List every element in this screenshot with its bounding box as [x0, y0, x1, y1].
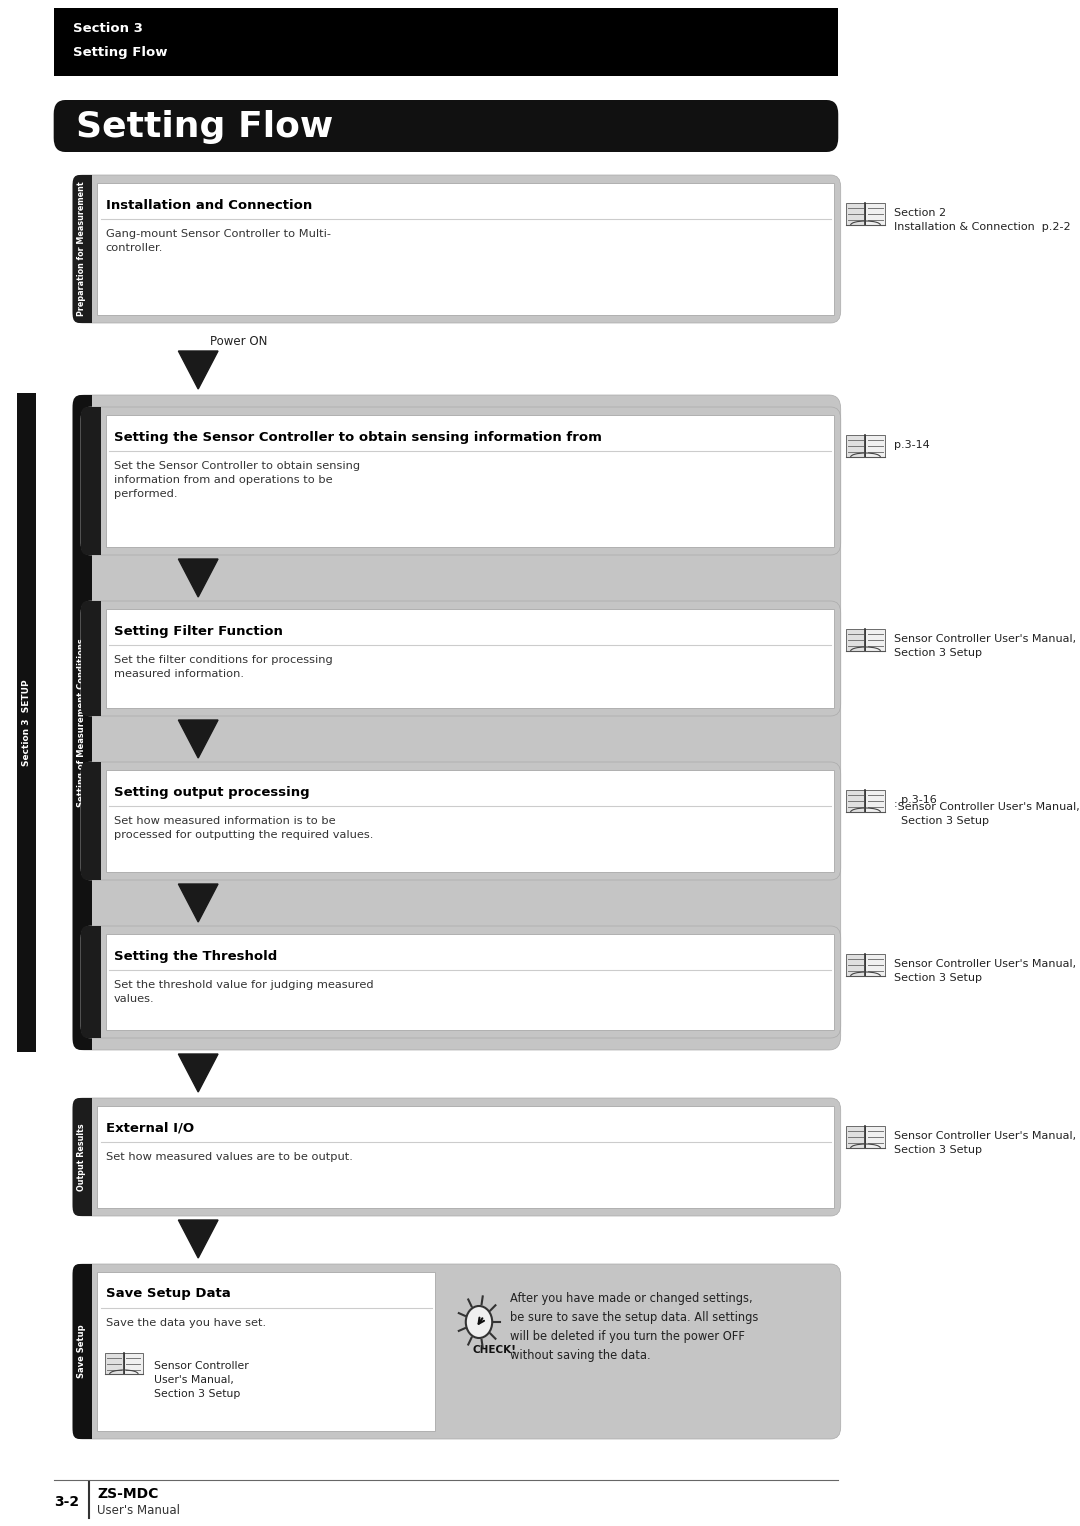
Bar [846, 435, 865, 456]
FancyBboxPatch shape [81, 761, 840, 881]
Text: Section 3: Section 3 [72, 21, 143, 35]
Text: Section 3 Setup: Section 3 Setup [894, 974, 983, 983]
Text: After you have made or changed settings,
be sure to save the setup data. All set: After you have made or changed settings,… [511, 1293, 759, 1363]
Bar [97, 183, 834, 314]
FancyBboxPatch shape [81, 407, 99, 555]
Text: Section 3  SETUP: Section 3 SETUP [22, 679, 31, 766]
Text: Setting of Measurement Conditions: Setting of Measurement Conditions [78, 638, 86, 807]
Bar [90, 601, 100, 716]
FancyBboxPatch shape [72, 1264, 91, 1439]
Text: 3-2: 3-2 [54, 1495, 79, 1509]
Bar [106, 934, 834, 1030]
Text: User's Manual: User's Manual [97, 1503, 180, 1517]
Bar [82, 175, 93, 324]
Bar [90, 926, 100, 1038]
Bar [82, 1099, 93, 1216]
Bar [865, 790, 886, 812]
FancyBboxPatch shape [81, 601, 840, 716]
Bar [106, 415, 834, 546]
Bar [865, 435, 886, 456]
Text: Sensor Controller User's Manual,: Sensor Controller User's Manual, [894, 633, 1077, 644]
Bar [865, 203, 886, 224]
Text: Section 3 Setup: Section 3 Setup [894, 649, 983, 658]
Text: Setting the Threshold: Setting the Threshold [114, 949, 278, 963]
Text: External I/O: External I/O [106, 1122, 193, 1134]
Text: Set the threshold value for judging measured
values.: Set the threshold value for judging meas… [114, 980, 374, 1004]
Bar [106, 771, 834, 871]
Bar [97, 1106, 834, 1209]
Bar [54, 8, 838, 76]
Bar [846, 790, 865, 812]
FancyBboxPatch shape [72, 395, 91, 1050]
Text: p.3-14: p.3-14 [894, 439, 930, 450]
FancyBboxPatch shape [72, 1264, 840, 1439]
FancyBboxPatch shape [81, 926, 99, 1038]
Text: CHECK!: CHECK! [472, 1344, 516, 1355]
Text: Section 2: Section 2 [894, 208, 946, 218]
FancyBboxPatch shape [81, 926, 840, 1038]
FancyBboxPatch shape [81, 407, 840, 555]
Polygon shape [178, 884, 218, 922]
Text: Section 3 Setup: Section 3 Setup [894, 1144, 983, 1155]
Bar [865, 629, 886, 652]
Text: Power ON: Power ON [210, 334, 267, 348]
Bar [846, 1126, 865, 1148]
Text: Gang-mount Sensor Controller to Multi-
controller.: Gang-mount Sensor Controller to Multi- c… [106, 229, 330, 253]
Text: Sensor Controller
User's Manual,
Section 3 Setup: Sensor Controller User's Manual, Section… [153, 1361, 248, 1399]
Text: Save the data you have set.: Save the data you have set. [106, 1318, 266, 1328]
FancyBboxPatch shape [54, 101, 838, 153]
FancyBboxPatch shape [81, 761, 99, 881]
Text: Installation & Connection  p.2-2: Installation & Connection p.2-2 [894, 221, 1071, 232]
Text: Set the filter conditions for processing
measured information.: Set the filter conditions for processing… [114, 655, 333, 679]
Text: Save Setup: Save Setup [78, 1325, 86, 1378]
Bar [16, 394, 37, 1051]
Bar [865, 1126, 886, 1148]
FancyBboxPatch shape [72, 395, 840, 1050]
Text: Sensor Controller User's Manual,: Sensor Controller User's Manual, [894, 1131, 1077, 1141]
Text: Setting Filter Function: Setting Filter Function [114, 624, 283, 638]
Text: Sensor Controller User's Manual,: Sensor Controller User's Manual, [894, 958, 1077, 969]
Circle shape [465, 1306, 492, 1338]
Text: Setting Flow: Setting Flow [72, 46, 167, 58]
Polygon shape [178, 351, 218, 389]
FancyBboxPatch shape [81, 601, 99, 716]
Text: Setting the Sensor Controller to obtain sensing information from: Setting the Sensor Controller to obtain … [114, 430, 602, 444]
Polygon shape [178, 559, 218, 597]
Text: Set how measured values are to be output.: Set how measured values are to be output… [106, 1152, 352, 1161]
Bar [865, 954, 886, 977]
Text: Save Setup Data: Save Setup Data [106, 1288, 230, 1300]
FancyBboxPatch shape [72, 175, 91, 324]
Text: Output Results: Output Results [78, 1123, 86, 1190]
Polygon shape [178, 1219, 218, 1257]
Text: Installation and Connection: Installation and Connection [106, 198, 312, 212]
Text: Preparation for Measurement: Preparation for Measurement [78, 182, 86, 316]
Bar [846, 203, 865, 224]
Text: ZS-MDC: ZS-MDC [97, 1486, 159, 1502]
Bar [106, 609, 834, 708]
Text: Setting output processing: Setting output processing [114, 786, 310, 798]
FancyBboxPatch shape [72, 175, 840, 324]
Bar [846, 954, 865, 977]
Text: ·Sensor Controller User's Manual,
  Section 3 Setup: ·Sensor Controller User's Manual, Sectio… [894, 803, 1080, 826]
Bar [846, 629, 865, 652]
Text: . p.3-16: . p.3-16 [894, 795, 937, 806]
Text: Setting Flow: Setting Flow [76, 110, 334, 143]
FancyBboxPatch shape [72, 1099, 91, 1216]
Polygon shape [178, 1054, 218, 1093]
Bar [82, 395, 93, 1050]
Bar [97, 1273, 435, 1431]
Bar [82, 1264, 93, 1439]
Text: Set how measured information is to be
processed for outputting the required valu: Set how measured information is to be pr… [114, 816, 374, 839]
Bar [90, 761, 100, 881]
Bar [124, 1354, 143, 1373]
FancyBboxPatch shape [72, 1099, 840, 1216]
Polygon shape [178, 720, 218, 758]
Bar [90, 407, 100, 555]
Text: Set the Sensor Controller to obtain sensing
information from and operations to b: Set the Sensor Controller to obtain sens… [114, 461, 360, 499]
Bar [105, 1354, 124, 1373]
